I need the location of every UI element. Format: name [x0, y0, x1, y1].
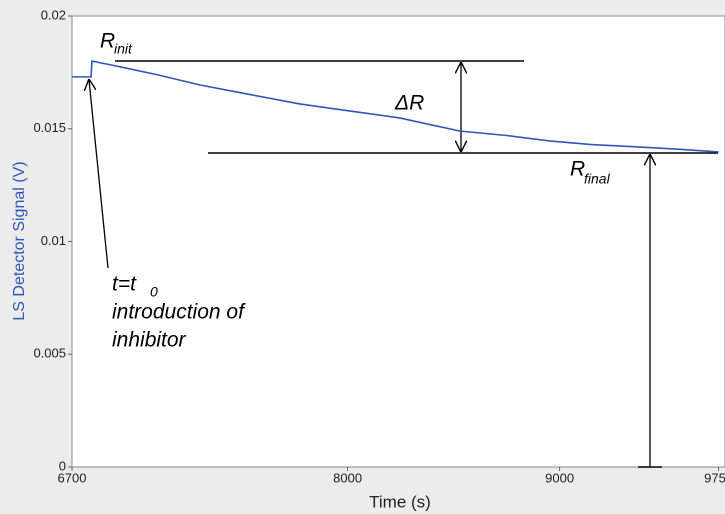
- t0-sub: 0: [150, 284, 158, 300]
- r-final: R: [570, 158, 585, 181]
- delta-r: ΔR: [394, 92, 424, 115]
- r-final-sub: final: [584, 171, 611, 187]
- y-tick-label: 0.02: [41, 7, 66, 22]
- x-axis-label: Time (s): [369, 492, 431, 511]
- t0-arrow: [89, 80, 109, 269]
- x-tick-label: 8000: [333, 470, 362, 485]
- intro-line-1: introduction of: [112, 301, 246, 324]
- y-tick-label: 0.005: [33, 346, 66, 361]
- data-line: [72, 60, 719, 153]
- y-tick-label: 0: [59, 458, 66, 473]
- x-tick-label: 9750: [704, 470, 725, 485]
- y-axis-label: LS Detector Signal (V): [11, 161, 28, 320]
- t0: t=t: [112, 273, 137, 296]
- intro-line-2: inhibitor: [112, 329, 187, 352]
- x-tick-label: 9000: [545, 470, 574, 485]
- x-tick-label: 6700: [58, 470, 87, 485]
- r-init-sub: init: [114, 41, 133, 57]
- plot-area: [71, 15, 725, 468]
- y-tick-label: 0.015: [33, 120, 66, 135]
- r-init: R: [100, 30, 115, 53]
- y-tick-label: 0.01: [41, 233, 66, 248]
